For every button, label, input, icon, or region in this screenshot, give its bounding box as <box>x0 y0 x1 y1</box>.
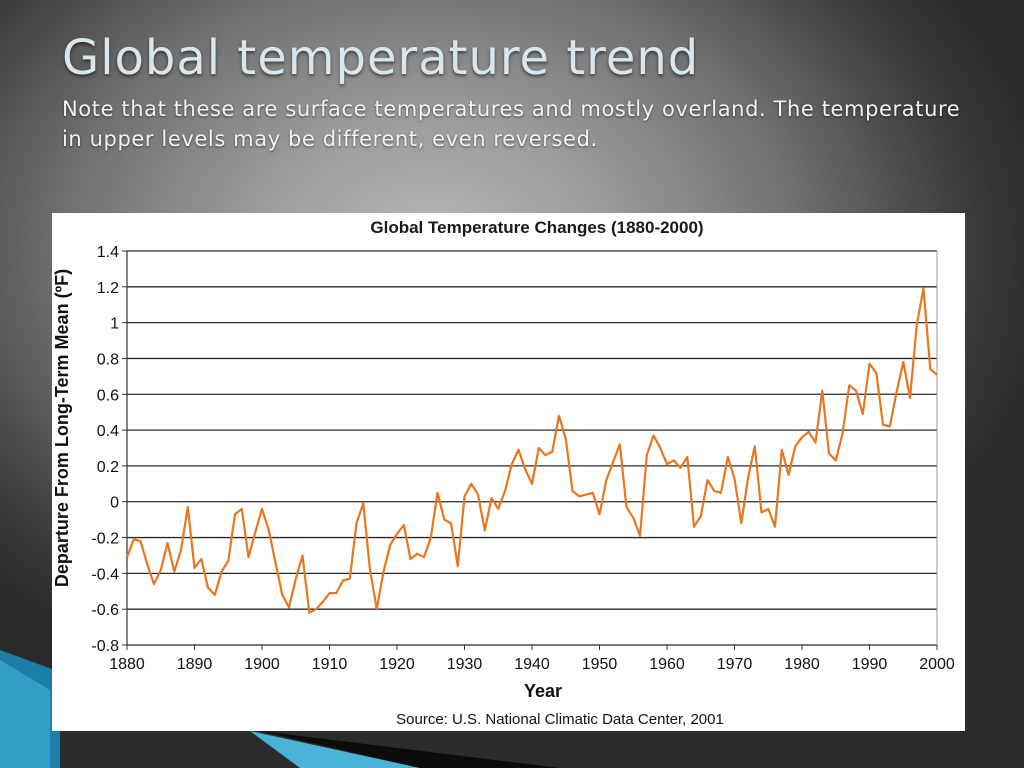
y-tick-label: 0.4 <box>97 423 119 440</box>
y-tick-label: -0.4 <box>91 566 119 583</box>
y-tick-label: 0 <box>110 495 119 512</box>
y-tick-label: 1.4 <box>97 244 119 261</box>
y-tick-label: 0.6 <box>97 387 119 404</box>
x-tick-label: 1940 <box>514 656 550 673</box>
slide-note: Note that these are surface temperatures… <box>62 97 961 151</box>
temperature-series-line <box>125 287 938 614</box>
x-tick-label: 1970 <box>717 656 753 673</box>
y-tick-label: 0.8 <box>97 351 119 368</box>
y-tick-label: 1.2 <box>97 280 119 297</box>
x-tick-label: 1930 <box>447 656 483 673</box>
x-tick-label: 1950 <box>582 656 618 673</box>
y-axis-label: Departure From Long-Term Mean (ºF) <box>52 269 72 587</box>
x-tick-label: 1890 <box>177 656 213 673</box>
x-tick-label: 1990 <box>852 656 888 673</box>
chart-panel: Global Temperature Changes (1880-2000) 1… <box>52 213 965 731</box>
grid-layer <box>126 250 938 646</box>
x-tick-label: 1980 <box>784 656 820 673</box>
x-tick-label: 1910 <box>312 656 348 673</box>
x-tick-label: 1920 <box>379 656 415 673</box>
chart-source: Source: U.S. National Climatic Data Cent… <box>396 711 724 728</box>
y-tick-label: 1 <box>110 316 119 333</box>
y-tick-label: 0.2 <box>97 459 119 476</box>
x-axis-label: Year <box>524 681 562 701</box>
x-tick-label: 2000 <box>919 656 955 673</box>
y-tick-label: -0.8 <box>91 638 119 655</box>
tick-layer: 1.4 1.2 1 0.8 0.6 0.4 0.2 0 -0.2 -0.4 -0.6 -0.81880… <box>91 244 954 673</box>
y-tick-label: -0.6 <box>91 602 119 619</box>
slide-title: Global temperature trend <box>62 30 700 86</box>
x-tick-label: 1900 <box>244 656 280 673</box>
x-tick-label: 1880 <box>109 656 145 673</box>
y-tick-label: -0.2 <box>91 531 119 548</box>
x-tick-label: 1960 <box>649 656 685 673</box>
temperature-chart: Global Temperature Changes (1880-2000) 1… <box>52 218 955 728</box>
chart-title: Global Temperature Changes (1880-2000) <box>370 218 703 237</box>
